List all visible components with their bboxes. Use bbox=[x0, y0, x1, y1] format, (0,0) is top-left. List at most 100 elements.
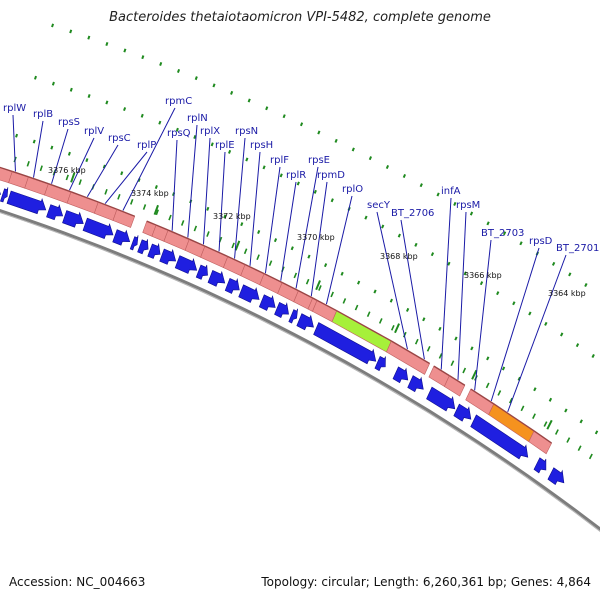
tick-mark bbox=[378, 318, 383, 324]
cds-arrow bbox=[296, 313, 314, 331]
cds-arrow bbox=[453, 403, 472, 422]
tick-mark bbox=[15, 133, 19, 138]
tick-mark bbox=[247, 98, 251, 103]
tick-mark bbox=[485, 382, 490, 389]
cds-arrow bbox=[137, 239, 149, 255]
tick-mark bbox=[519, 241, 523, 246]
tick-mark bbox=[520, 405, 525, 412]
cds-arrow bbox=[195, 264, 208, 280]
tick-mark bbox=[193, 134, 197, 139]
gene-label-bt_2703: BT_2703 bbox=[481, 228, 524, 239]
tick-mark bbox=[357, 280, 361, 285]
tick-mark bbox=[87, 94, 91, 99]
tick-mark bbox=[317, 130, 321, 135]
tick-mark bbox=[265, 106, 269, 111]
gene-block-edge bbox=[316, 299, 338, 312]
tick-mark bbox=[351, 147, 355, 152]
major-tick bbox=[546, 419, 553, 430]
gene-block-edge bbox=[298, 290, 314, 299]
tick-mark bbox=[206, 206, 210, 211]
tick-mark bbox=[67, 151, 71, 156]
gene-label-rpln: rplN bbox=[187, 113, 208, 124]
gene-block-edge bbox=[281, 281, 299, 292]
gene-block-edge bbox=[189, 238, 206, 247]
major-tick bbox=[234, 240, 241, 251]
accession-text: Accession: NC_004663 bbox=[9, 575, 146, 589]
tick-mark bbox=[502, 231, 507, 236]
gene-label-rplf: rplF bbox=[270, 155, 289, 166]
tick-mark bbox=[117, 193, 121, 200]
gene-labels: rplW rplB rpsS rplV rpsC rplP rpmC rpsQ rplN rplX… bbox=[3, 96, 599, 254]
gene-block-edge bbox=[470, 388, 495, 405]
cds-arrow bbox=[82, 217, 114, 239]
tick-mark bbox=[469, 211, 474, 216]
leader-line bbox=[12, 114, 16, 172]
leader-line bbox=[310, 181, 328, 297]
gene-label-rplp: rplP bbox=[137, 140, 156, 151]
tick-mark bbox=[364, 215, 368, 220]
tick-mark bbox=[591, 353, 595, 358]
cds-arrow bbox=[129, 235, 139, 251]
scale-label: 3374 kbp bbox=[131, 189, 169, 198]
gene-label-secy: secY bbox=[367, 200, 391, 211]
gene-label-rplo: rplO bbox=[342, 184, 363, 195]
tick-mark bbox=[560, 332, 564, 337]
tick-mark bbox=[230, 90, 234, 95]
tick-mark bbox=[544, 321, 548, 326]
tick-mark bbox=[554, 429, 559, 435]
tick-mark bbox=[293, 272, 298, 279]
tick-mark bbox=[548, 397, 553, 402]
scale-label: 3372 kbp bbox=[213, 212, 251, 221]
cds-arrow bbox=[0, 187, 9, 203]
cds-arrow bbox=[147, 242, 161, 259]
tick-mark bbox=[323, 263, 328, 268]
tick-mark bbox=[158, 120, 162, 125]
tick-mark bbox=[194, 76, 198, 81]
tick-mark bbox=[33, 75, 37, 80]
leader-line bbox=[234, 137, 246, 259]
tick-mark bbox=[282, 114, 286, 119]
cds-arrow bbox=[392, 366, 409, 384]
tick-mark bbox=[51, 23, 55, 28]
gene-label-rplb: rplB bbox=[33, 109, 53, 120]
cds-arrow bbox=[174, 255, 198, 274]
leader-line bbox=[51, 128, 69, 184]
tick-mark bbox=[257, 230, 261, 235]
tick-mark bbox=[463, 271, 467, 276]
tick-mark bbox=[299, 122, 304, 127]
gene-blocks bbox=[0, 166, 552, 455]
leader-line bbox=[202, 137, 211, 245]
tick-mark bbox=[69, 87, 73, 92]
tick-mark bbox=[102, 164, 106, 169]
gene-block-edge bbox=[98, 201, 118, 210]
cds-arrow bbox=[207, 269, 226, 287]
gene-block-edge bbox=[449, 375, 466, 386]
cds-arrow bbox=[6, 190, 47, 215]
gene-block-edge bbox=[146, 220, 157, 226]
tick-mark bbox=[509, 397, 513, 404]
gene-label-rpmd: rpmD bbox=[317, 170, 345, 181]
scale-label: 3364 kbp bbox=[548, 289, 586, 298]
tick-mark bbox=[104, 188, 108, 195]
leader-line bbox=[187, 124, 198, 238]
tick-mark bbox=[51, 81, 55, 86]
gene-label-rpse: rpsE bbox=[308, 155, 330, 166]
gene-label-rplr: rplR bbox=[286, 170, 306, 181]
tick-mark bbox=[141, 55, 145, 60]
tick-mark bbox=[334, 138, 338, 143]
tick-mark bbox=[231, 242, 235, 249]
tick-mark bbox=[385, 164, 390, 170]
leader-line bbox=[507, 254, 567, 413]
tick-mark bbox=[87, 35, 91, 40]
tick-mark bbox=[212, 83, 216, 88]
tick-mark bbox=[78, 179, 82, 186]
tick-mark bbox=[330, 198, 334, 203]
leader-line bbox=[69, 137, 95, 191]
backbone bbox=[0, 208, 600, 531]
gene-block-edge bbox=[244, 263, 265, 275]
tick-mark bbox=[123, 107, 127, 112]
tick-mark bbox=[305, 278, 310, 285]
map-title: Bacteroides thetaiotaomicron VPI-5482, c… bbox=[109, 10, 491, 25]
leader-line bbox=[104, 151, 148, 204]
